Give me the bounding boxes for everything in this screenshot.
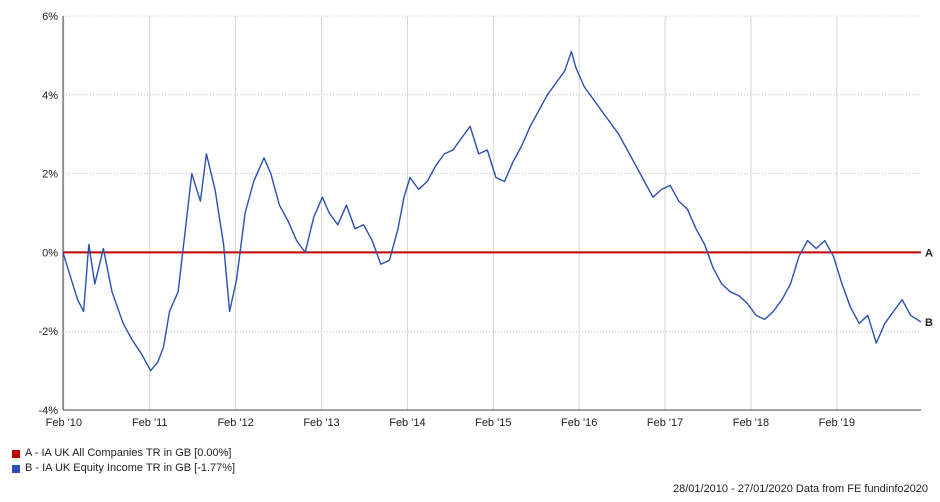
legend-swatch-b [12, 464, 20, 473]
y-tick-label: 4% [42, 90, 58, 102]
x-tick-label: Feb '15 [475, 417, 511, 429]
tick-labels: 6% 4% 2% 0% -2% -4%Feb '10 Feb '11 Feb '12 Feb '… [38, 11, 855, 429]
legend-item-a: A - IA UK All Companies TR in GB [0.00%] [12, 446, 235, 461]
y-tick-label: -2% [38, 326, 58, 338]
x-tick-label: Feb '12 [217, 417, 253, 429]
legend: A - IA UK All Companies TR in GB [0.00%]… [12, 446, 235, 476]
legend-swatch-a [12, 449, 20, 458]
y-tick-label: 0% [42, 247, 58, 259]
grid-lines [63, 15, 921, 411]
series-lines [62, 50, 922, 372]
y-tick-label: 6% [42, 11, 58, 23]
x-tick-label: Feb '13 [303, 417, 339, 429]
line-chart: 6% 4% 2% 0% -2% -4%Feb '10 Feb '11 Feb '12 Feb '… [38, 11, 933, 429]
series-end-labels: AB [925, 247, 933, 329]
x-tick-label: Feb '11 [132, 417, 168, 429]
y-tick-label: -4% [38, 405, 58, 417]
legend-label-b: B - IA UK Equity Income TR in GB [-1.77%… [25, 462, 236, 474]
x-tick-label: Feb '17 [647, 417, 683, 429]
y-tick-label: 2% [42, 169, 58, 181]
legend-label-a: A - IA UK All Companies TR in GB [0.00%] [25, 447, 232, 459]
series-line-b [62, 50, 922, 372]
x-tick-label: Feb '14 [389, 417, 425, 429]
x-tick-label: Feb '19 [819, 417, 855, 429]
series-end-label-a: A [925, 247, 933, 259]
x-tick-label: Feb '18 [733, 417, 769, 429]
data-source-footer: 28/01/2010 - 27/01/2020 Data from FE fun… [672, 483, 928, 495]
legend-item-b: B - IA UK Equity Income TR in GB [-1.77%… [12, 461, 235, 476]
axes [62, 16, 921, 411]
x-tick-label: Feb '16 [561, 417, 597, 429]
series-end-label-b: B [925, 317, 933, 329]
x-tick-label: Feb '10 [46, 417, 82, 429]
